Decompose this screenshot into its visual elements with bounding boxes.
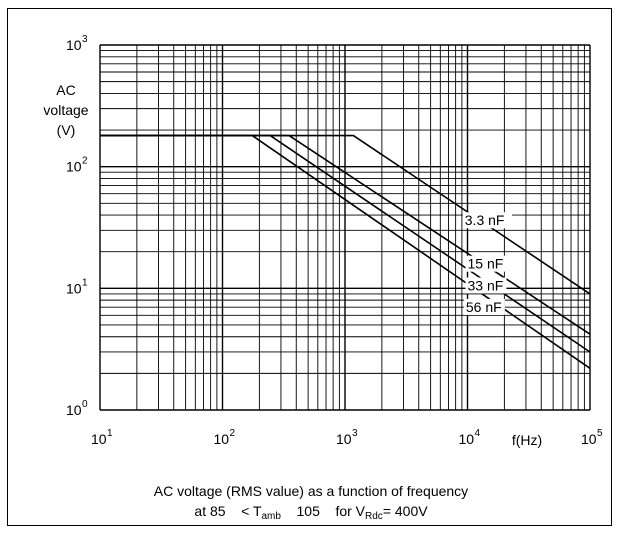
x-tick-labels: 10 1 10 2 10 3 10 4 10 5 [91, 428, 603, 447]
y-tick-exp-4: 3 [82, 34, 88, 45]
caption-line-2: at 85 < Tamb 105 for VRdc= 400V [0, 503, 622, 522]
grid-major [99, 44, 591, 411]
caption-for-v: for V [335, 503, 366, 519]
y-axis-label: AC voltage (V) [36, 80, 96, 140]
series-label-3: 33 nF [468, 277, 504, 293]
series-label-bg-2 [465, 255, 507, 272]
series-label-bg-4 [463, 298, 505, 315]
y-tick-label-3: 10 [66, 159, 82, 175]
x-tick-exp-1: 1 [107, 428, 113, 439]
series-label-2: 15 nF [468, 256, 504, 272]
x-tick-label-3: 10 [336, 431, 352, 447]
y-tick-label-4: 10 [66, 37, 82, 53]
y-tick-label-1: 10 [66, 402, 82, 418]
x-tick-exp-2: 2 [230, 428, 236, 439]
x-tick-label-1: 10 [91, 431, 107, 447]
x-tick-exp-4: 4 [475, 428, 481, 439]
x-tick-exp-3: 3 [352, 428, 358, 439]
caption-voltage: = 400V [382, 503, 428, 519]
y-tick-label-2: 10 [66, 280, 82, 296]
x-tick-label-5: 10 [581, 431, 597, 447]
x-axis-label: f(Hz) [512, 432, 542, 448]
y-axis-label-line-1: AC [56, 82, 76, 98]
series-label-bg-1 [462, 212, 512, 229]
series-labels: 3.3 nF 15 nF 33 nF 56 nF [462, 212, 512, 315]
caption-line-1: AC voltage (RMS value) as a function of … [153, 483, 469, 499]
caption-temp-high: 105 [296, 503, 320, 519]
y-tick-exp-1: 0 [82, 399, 88, 410]
series-label-1: 3.3 nF [465, 212, 505, 228]
y-axis-label-line-2: voltage [43, 102, 89, 118]
caption-temp-low: at 85 [194, 503, 226, 519]
x-tick-label-4: 10 [459, 431, 475, 447]
series-label-4: 56 nF [466, 299, 502, 315]
x-tick-label-2: 10 [214, 431, 230, 447]
x-tick-exp-5: 5 [597, 428, 603, 439]
caption-t: < T [241, 503, 262, 519]
y-tick-exp-2: 1 [82, 277, 88, 288]
y-tick-exp-3: 2 [82, 156, 88, 167]
series-label-bg-3 [465, 277, 507, 294]
caption-t-sub: amb [261, 511, 281, 522]
y-axis-label-line-3: (V) [56, 122, 76, 138]
caption-v-sub: Rdc [365, 511, 383, 522]
chart-frame [7, 8, 612, 526]
